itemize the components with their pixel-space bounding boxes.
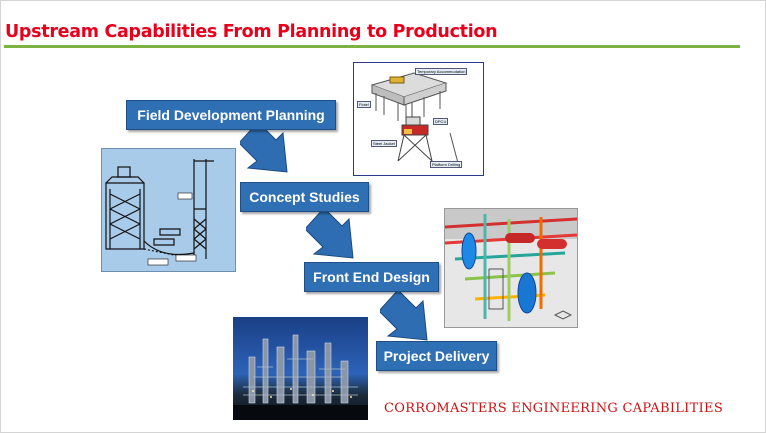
callout-flotel: Flotel (357, 101, 371, 108)
callout-temporary-accommodation: Temporary Accommodation (415, 68, 468, 75)
arrow-to-front-end-design (306, 208, 354, 259)
slide-title: Upstream Capabilities From Planning to P… (5, 22, 498, 42)
arrow-to-project-delivery (380, 290, 428, 341)
callout-platform-drilling: Platform Drilling (430, 161, 463, 168)
title-underline (4, 45, 740, 48)
callout-dpcu: DPCU (433, 118, 449, 125)
concept-schematic-image (101, 148, 236, 272)
step-front-end-design: Front End Design (304, 262, 439, 292)
piping-3d-model-image (444, 208, 578, 328)
platform-3d-diagram: Temporary Accommodation Flotel DPCU Stee… (353, 62, 484, 176)
callout-steel-jacket: Steel Jacket (371, 140, 397, 147)
step-concept-studies: Concept Studies (240, 182, 369, 212)
refinery-photo (233, 317, 368, 420)
arrow-to-concept-studies (240, 122, 288, 173)
footer-company-capabilities: CORROMASTERS ENGINEERING CAPABILITIES (384, 401, 724, 416)
step-project-delivery: Project Delivery (376, 341, 497, 371)
step-field-development-planning: Field Development Planning (126, 100, 336, 130)
